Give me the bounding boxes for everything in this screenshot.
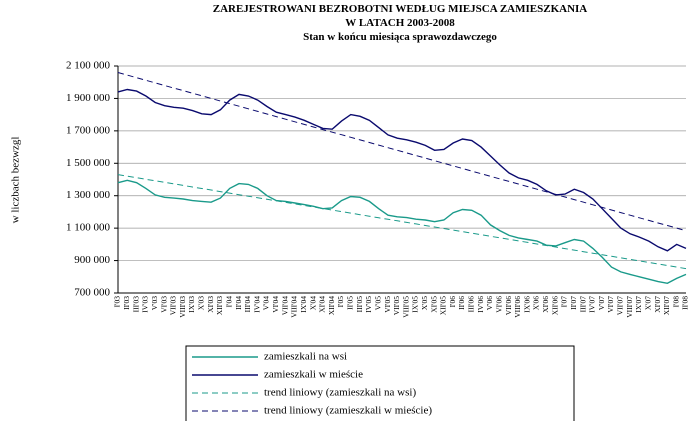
y-axis-label: w liczbach bezwzgl [10, 137, 22, 224]
x-tick-label: V'05 [373, 296, 382, 311]
x-tick-label: I'04 [224, 296, 233, 308]
x-tick-label: V'03 [150, 296, 159, 311]
x-tick-label: X'07 [643, 296, 652, 311]
x-tick-label: XII'07 [662, 296, 671, 316]
trend-line [117, 174, 687, 270]
x-tick-label: VIII'05 [401, 296, 410, 318]
x-tick-label: X'05 [420, 296, 429, 311]
x-tick-label: VIII'07 [625, 296, 634, 318]
y-tick-label: 1 300 000 [66, 189, 111, 201]
x-tick-label: I'05 [336, 296, 345, 308]
x-tick-label: VII'06 [504, 296, 513, 316]
y-tick-label: 900 000 [74, 254, 110, 266]
y-tick-label: 1 500 000 [66, 157, 111, 169]
x-tick-label: III'03 [131, 296, 140, 313]
x-tick-label: VIII'06 [513, 296, 522, 318]
chart-subtitle: Stan w końcu miesiąca sprawozdawczego [303, 31, 497, 43]
x-tick-label: IX'06 [522, 296, 531, 313]
x-tick-label: X'04 [308, 296, 317, 311]
trend-line [117, 72, 687, 232]
x-tick-label: XII'05 [439, 296, 448, 316]
x-tick-label: I'08 [671, 296, 680, 308]
y-tick-label: 1 900 000 [66, 92, 111, 104]
x-tick-label: VIII'04 [290, 296, 299, 318]
x-tick-label: IX'03 [187, 296, 196, 313]
x-tick-label: I'07 [560, 296, 569, 308]
x-tick-label: X'03 [197, 296, 206, 311]
x-tick-label: I'03 [113, 296, 122, 308]
legend-label: trend liniowy (zamieszkali w mieście) [264, 405, 432, 417]
legend-label: trend liniowy (zamieszkali na wsi) [264, 387, 416, 399]
x-tick-label: VI'03 [159, 296, 168, 313]
x-tick-label: III'06 [467, 296, 476, 313]
x-tick-label: VIII'03 [178, 296, 187, 318]
x-tick-label: III'04 [243, 296, 252, 313]
legend-label: zamieszkali na wsi [264, 351, 347, 363]
y-tick-label: 1 700 000 [66, 124, 111, 136]
x-tick-label: II'03 [122, 296, 131, 310]
x-tick-label: V'07 [597, 296, 606, 311]
x-tick-label: IV'04 [252, 296, 261, 313]
x-tick-label: III'07 [578, 296, 587, 313]
x-tick-label: XI'07 [653, 296, 662, 313]
x-tick-label: IV'07 [588, 296, 597, 313]
x-tick-label: IV'03 [141, 296, 150, 313]
y-tick-label: 700 000 [74, 287, 110, 299]
legend-box [185, 345, 575, 421]
x-tick-label: XII'04 [327, 296, 336, 316]
x-tick-label: IX'05 [411, 296, 420, 313]
x-tick-label: V'04 [262, 296, 271, 311]
x-tick-label: VII'07 [616, 296, 625, 316]
x-tick-label: VII'05 [392, 296, 401, 316]
x-tick-label: II'08 [681, 296, 690, 310]
x-tick-label: IV'05 [364, 296, 373, 313]
y-tick-label: 1 100 000 [66, 222, 111, 234]
x-tick-label: VII'03 [169, 296, 178, 316]
x-tick-label: IX'04 [299, 296, 308, 313]
data-line [117, 88, 687, 252]
x-tick-label: IX'07 [634, 296, 643, 313]
x-tick-label: III'05 [355, 296, 364, 313]
x-tick-label: X'06 [532, 296, 541, 311]
x-tick-label: II'07 [569, 296, 578, 310]
y-tick-label: 2 100 000 [66, 60, 111, 72]
x-tick-label: XI'06 [541, 296, 550, 313]
x-tick-label: IV'06 [476, 296, 485, 313]
x-tick-label: II'05 [346, 296, 355, 310]
legend-label: zamieszkali w mieście [264, 369, 363, 381]
x-tick-label: XI'03 [206, 296, 215, 313]
x-tick-label: XII'03 [215, 296, 224, 316]
x-tick-label: VII'04 [280, 296, 289, 316]
x-tick-label: XI'04 [318, 296, 327, 313]
x-tick-label: I'06 [448, 296, 457, 308]
x-tick-label: VI'05 [383, 296, 392, 313]
x-tick-label: VI'06 [494, 296, 503, 313]
x-tick-label: VI'07 [606, 296, 615, 313]
x-tick-label: II'06 [457, 296, 466, 310]
x-tick-label: II'04 [234, 296, 243, 310]
chart-title: ZAREJESTROWANI BEZROBOTNI WEDŁUG MIEJSCA… [213, 3, 588, 15]
x-tick-label: XI'05 [429, 296, 438, 313]
x-tick-label: VI'04 [271, 296, 280, 313]
x-tick-label: XII'06 [550, 296, 559, 316]
x-tick-label: V'06 [485, 296, 494, 311]
data-line [117, 179, 687, 285]
chart-title: W LATACH 2003-2008 [345, 17, 455, 29]
